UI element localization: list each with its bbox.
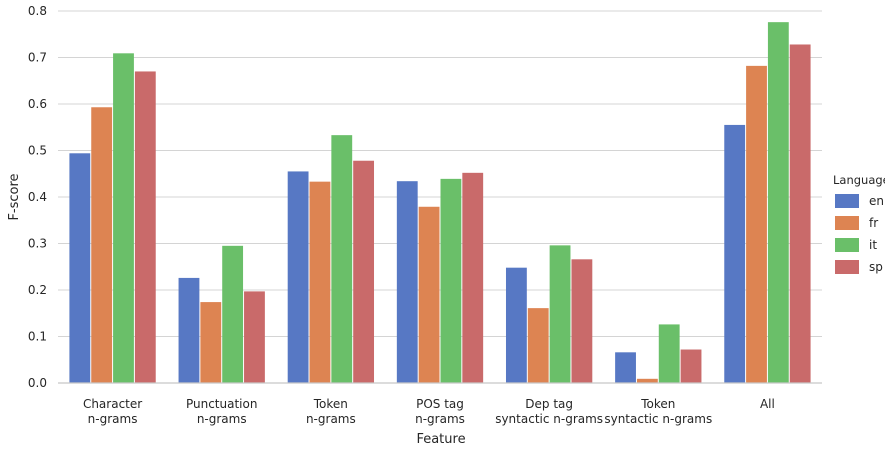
y-tick-label: 0.8 bbox=[28, 4, 47, 18]
bar-en bbox=[615, 352, 636, 383]
legend-label-sp: sp bbox=[869, 260, 883, 274]
y-axis-title: F-score bbox=[7, 173, 22, 220]
bar-it bbox=[113, 53, 134, 383]
bar-fr bbox=[636, 378, 658, 383]
y-tick-label: 0.7 bbox=[28, 51, 47, 65]
x-tick-label-line: syntactic n-grams bbox=[495, 412, 603, 426]
bar-sp bbox=[462, 172, 484, 383]
bar-en bbox=[724, 124, 746, 384]
y-tick-label: 0.0 bbox=[28, 376, 47, 390]
x-tick-label-line: n-grams bbox=[306, 412, 356, 426]
x-tick-label: POS tag n-grams bbox=[415, 397, 465, 426]
legend-label-fr: fr bbox=[869, 216, 878, 230]
y-tick-label: 0.2 bbox=[28, 283, 47, 297]
bar-en bbox=[396, 181, 418, 383]
bar-sp bbox=[680, 349, 702, 383]
bar-sp bbox=[571, 259, 593, 383]
x-tick-label: Token n-grams bbox=[306, 397, 356, 426]
bar-it bbox=[549, 245, 571, 383]
x-tick-label-line: syntactic n-grams bbox=[604, 412, 712, 426]
bar-fr bbox=[200, 302, 222, 383]
bar-en bbox=[178, 277, 200, 383]
bar-fr bbox=[746, 65, 767, 384]
bar-sp bbox=[789, 44, 811, 383]
x-axis-title: Feature bbox=[416, 432, 465, 447]
bar-fr bbox=[418, 206, 440, 383]
x-tick-label-line: Token bbox=[640, 397, 675, 411]
bar-it bbox=[222, 245, 244, 383]
bar-en bbox=[287, 171, 309, 383]
x-tick-label: Dep tag syntactic n-grams bbox=[495, 397, 603, 426]
x-tick-label-line: n-grams bbox=[197, 412, 247, 426]
x-tick-label-line: Punctuation bbox=[186, 397, 257, 411]
bar-it bbox=[767, 22, 789, 383]
gridlines bbox=[58, 10, 822, 384]
x-tick-label-line: Character bbox=[83, 397, 142, 411]
bar-en bbox=[505, 267, 527, 383]
bar-it bbox=[658, 324, 680, 383]
bar-fr bbox=[527, 308, 549, 383]
bar-fr bbox=[91, 107, 113, 383]
bar-sp bbox=[353, 160, 375, 383]
legend-title: Language bbox=[833, 173, 885, 187]
legend-swatch-en bbox=[835, 194, 859, 208]
x-tick-label-line: n-grams bbox=[415, 412, 465, 426]
x-tick-label-line: Dep tag bbox=[525, 397, 573, 411]
y-tick-label: 0.1 bbox=[28, 330, 47, 344]
bars bbox=[69, 22, 811, 384]
y-tick-label: 0.4 bbox=[28, 190, 47, 204]
x-tick-label-line: All bbox=[760, 397, 775, 411]
bar-sp bbox=[244, 291, 265, 383]
x-tick-label-line: POS tag bbox=[416, 397, 464, 411]
bar-fr bbox=[309, 181, 331, 383]
x-tick-label: Token syntactic n-grams bbox=[604, 397, 712, 426]
y-tick-label: 0.6 bbox=[28, 97, 47, 111]
bar-it bbox=[331, 135, 353, 383]
y-tick-label: 0.5 bbox=[28, 144, 47, 158]
bar-sp bbox=[134, 71, 156, 383]
legend-label-it: it bbox=[869, 238, 877, 252]
x-tick-label: Punctuation n-grams bbox=[186, 397, 257, 426]
x-tick-label-line: n-grams bbox=[88, 412, 138, 426]
x-tick-label: Character n-grams bbox=[83, 397, 142, 426]
legend-label-en: en bbox=[869, 194, 884, 208]
legend-swatch-sp bbox=[835, 260, 859, 274]
x-tick-label-line: Token bbox=[313, 397, 348, 411]
x-tick-label: All bbox=[760, 397, 775, 411]
legend-swatch-it bbox=[835, 238, 859, 252]
bar-it bbox=[440, 178, 462, 383]
bar-en bbox=[69, 153, 91, 383]
legend-swatch-fr bbox=[835, 216, 859, 230]
legend: Language en fr it sp bbox=[833, 173, 885, 274]
y-tick-label: 0.3 bbox=[28, 237, 47, 251]
